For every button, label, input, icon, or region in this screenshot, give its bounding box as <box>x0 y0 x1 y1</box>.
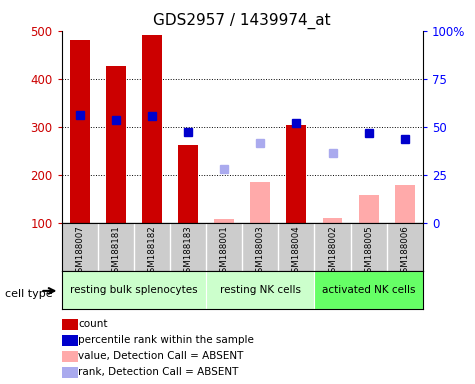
Text: GSM188005: GSM188005 <box>364 225 373 278</box>
FancyBboxPatch shape <box>62 367 78 378</box>
Bar <box>142 35 162 223</box>
Text: count: count <box>78 319 108 329</box>
Bar <box>314 271 423 309</box>
Bar <box>70 40 90 223</box>
Bar <box>62 271 206 309</box>
Text: GSM188181: GSM188181 <box>112 225 120 278</box>
Bar <box>206 271 314 309</box>
Text: GSM188003: GSM188003 <box>256 225 265 278</box>
Title: GDS2957 / 1439974_at: GDS2957 / 1439974_at <box>153 13 331 29</box>
Text: cell type: cell type <box>5 289 52 299</box>
Text: GSM188007: GSM188007 <box>76 225 84 278</box>
Bar <box>250 182 270 223</box>
Bar <box>359 195 379 223</box>
Bar <box>395 185 415 223</box>
Text: value, Detection Call = ABSENT: value, Detection Call = ABSENT <box>78 351 244 361</box>
Text: GSM188006: GSM188006 <box>400 225 409 278</box>
Text: GSM188002: GSM188002 <box>328 225 337 278</box>
Text: rank, Detection Call = ABSENT: rank, Detection Call = ABSENT <box>78 367 239 377</box>
Bar <box>178 145 198 223</box>
Text: GSM188182: GSM188182 <box>148 225 156 278</box>
Text: GSM188004: GSM188004 <box>292 225 301 278</box>
Text: GSM188183: GSM188183 <box>184 225 192 278</box>
Text: percentile rank within the sample: percentile rank within the sample <box>78 335 254 345</box>
Text: resting NK cells: resting NK cells <box>220 285 301 295</box>
Bar <box>323 218 342 223</box>
Bar <box>106 66 126 223</box>
Bar <box>214 219 234 223</box>
Text: GSM188001: GSM188001 <box>220 225 228 278</box>
Bar <box>286 125 306 223</box>
Text: resting bulk splenocytes: resting bulk splenocytes <box>70 285 198 295</box>
FancyBboxPatch shape <box>62 351 78 362</box>
FancyBboxPatch shape <box>62 335 78 346</box>
Text: activated NK cells: activated NK cells <box>322 285 415 295</box>
FancyBboxPatch shape <box>62 319 78 330</box>
